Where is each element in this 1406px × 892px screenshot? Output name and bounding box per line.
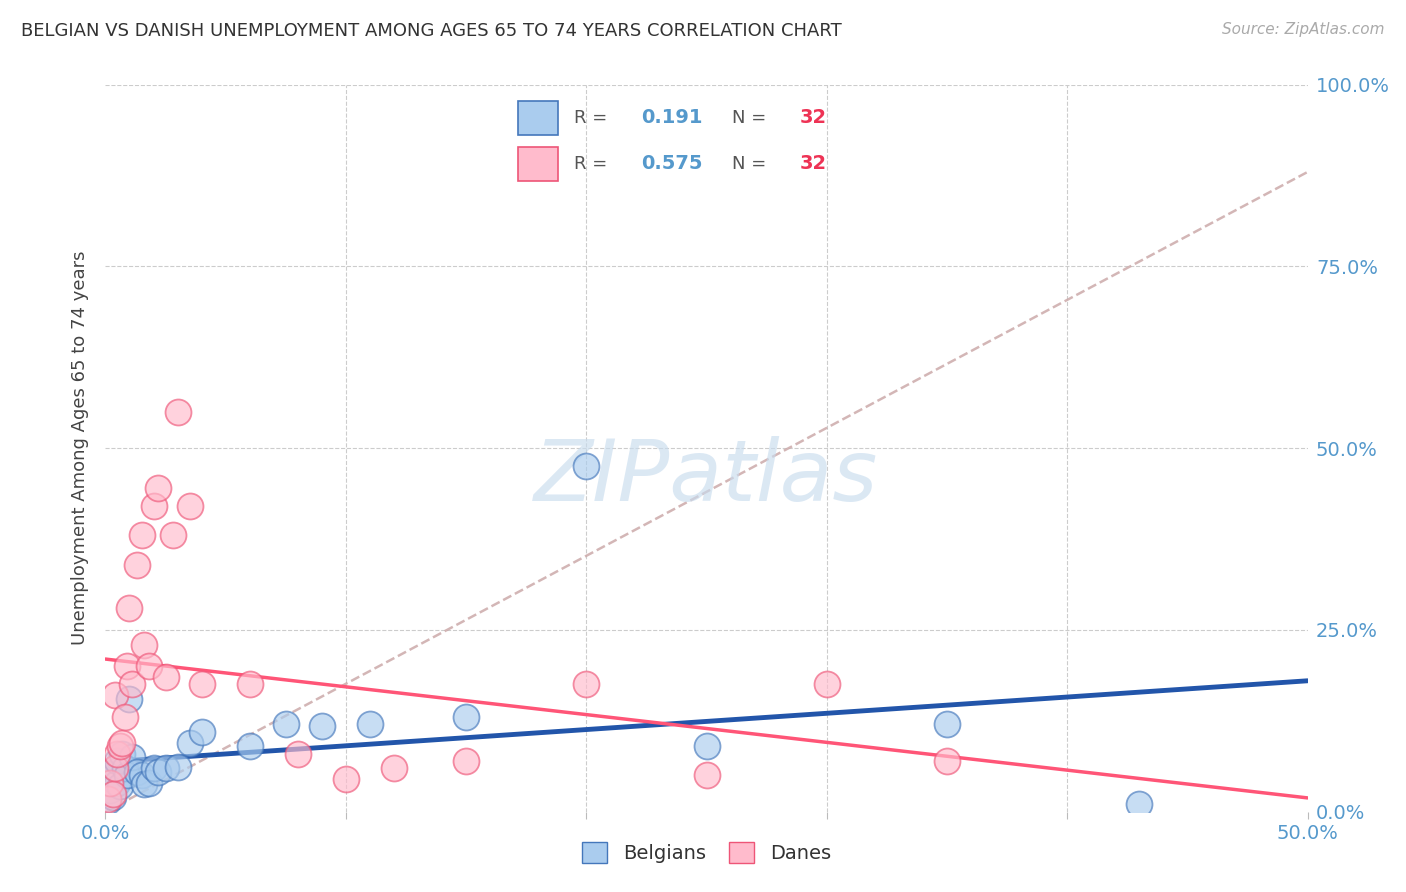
Point bbox=[190, 677, 212, 691]
Point bbox=[274, 717, 297, 731]
Point bbox=[131, 768, 153, 782]
Point bbox=[104, 761, 127, 775]
Point bbox=[148, 481, 170, 495]
Point bbox=[98, 775, 121, 789]
Point bbox=[97, 794, 120, 808]
Point bbox=[166, 405, 188, 419]
Point bbox=[1128, 797, 1150, 812]
Point bbox=[125, 764, 148, 779]
Point bbox=[239, 739, 262, 754]
Point bbox=[936, 717, 959, 731]
Point bbox=[131, 528, 153, 542]
Point bbox=[115, 768, 138, 782]
Point bbox=[101, 790, 124, 805]
Point bbox=[575, 677, 598, 691]
Point bbox=[815, 677, 838, 691]
Text: BELGIAN VS DANISH UNEMPLOYMENT AMONG AGES 65 TO 74 YEARS CORRELATION CHART: BELGIAN VS DANISH UNEMPLOYMENT AMONG AGE… bbox=[21, 22, 842, 40]
Point bbox=[287, 747, 309, 761]
Legend: Belgians, Danes: Belgians, Danes bbox=[574, 834, 839, 871]
Point bbox=[107, 754, 129, 768]
Point bbox=[179, 500, 201, 514]
Point bbox=[166, 759, 188, 773]
Y-axis label: Unemployment Among Ages 65 to 74 years: Unemployment Among Ages 65 to 74 years bbox=[72, 251, 90, 646]
Point bbox=[696, 739, 718, 754]
Point bbox=[162, 528, 184, 542]
Point bbox=[97, 791, 120, 805]
Point bbox=[118, 692, 141, 706]
Point bbox=[311, 719, 333, 733]
Point bbox=[121, 677, 143, 691]
Point bbox=[121, 750, 143, 764]
Point bbox=[138, 775, 160, 789]
Point bbox=[179, 736, 201, 750]
Point bbox=[696, 768, 718, 782]
Point bbox=[454, 754, 477, 768]
Point bbox=[132, 777, 155, 791]
Point bbox=[148, 764, 170, 779]
Point bbox=[142, 500, 165, 514]
Point bbox=[454, 710, 477, 724]
Point bbox=[115, 659, 138, 673]
Point bbox=[335, 772, 357, 786]
Point bbox=[155, 761, 177, 775]
Point bbox=[359, 717, 381, 731]
Point bbox=[936, 754, 959, 768]
Point bbox=[118, 601, 141, 615]
Point bbox=[190, 724, 212, 739]
Text: Source: ZipAtlas.com: Source: ZipAtlas.com bbox=[1222, 22, 1385, 37]
Point bbox=[108, 739, 131, 754]
Point bbox=[98, 783, 121, 797]
Point bbox=[138, 659, 160, 673]
Point bbox=[114, 761, 136, 775]
Text: ZIPatlas: ZIPatlas bbox=[534, 436, 879, 519]
Point bbox=[125, 558, 148, 572]
Point bbox=[104, 689, 127, 703]
Point bbox=[575, 459, 598, 474]
Point bbox=[101, 768, 124, 782]
Point bbox=[155, 670, 177, 684]
Point bbox=[111, 736, 134, 750]
Point bbox=[107, 775, 129, 789]
Point bbox=[108, 779, 131, 793]
Point bbox=[101, 787, 124, 801]
Point bbox=[132, 638, 155, 652]
Point bbox=[114, 710, 136, 724]
Point bbox=[142, 761, 165, 775]
Point bbox=[104, 761, 127, 775]
Point bbox=[382, 761, 405, 775]
Point bbox=[107, 747, 129, 761]
Point bbox=[239, 677, 262, 691]
Point bbox=[111, 747, 134, 761]
